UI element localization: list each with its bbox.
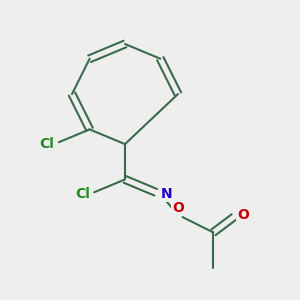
Text: Cl: Cl: [39, 137, 54, 151]
Text: O: O: [237, 208, 249, 222]
Text: N: N: [160, 187, 172, 201]
Text: O: O: [172, 201, 184, 215]
Text: Cl: Cl: [75, 187, 90, 201]
